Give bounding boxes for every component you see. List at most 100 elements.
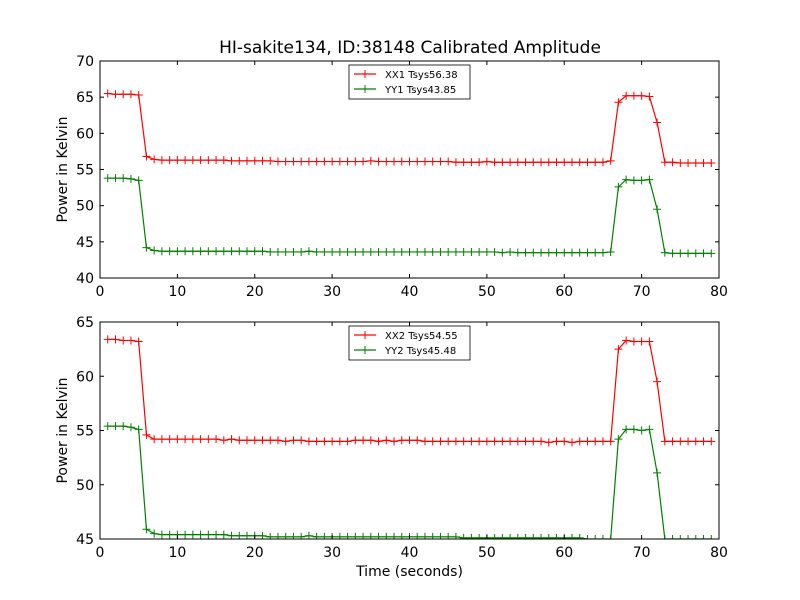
x-axis-label: Time (seconds) bbox=[355, 564, 463, 580]
data-point bbox=[575, 533, 584, 539]
data-point bbox=[343, 437, 352, 446]
data-point bbox=[196, 435, 205, 444]
data-point bbox=[591, 248, 600, 257]
data-point bbox=[103, 89, 112, 98]
data-point bbox=[188, 530, 197, 539]
data-point bbox=[382, 247, 391, 256]
data-point bbox=[343, 532, 352, 539]
data-point bbox=[567, 248, 576, 257]
data-point bbox=[684, 249, 693, 258]
data-point bbox=[165, 530, 174, 539]
data-point bbox=[707, 437, 716, 446]
data-point bbox=[691, 437, 700, 446]
data-point bbox=[374, 247, 383, 256]
data-point bbox=[281, 157, 290, 166]
data-point bbox=[436, 157, 445, 166]
data-point bbox=[312, 532, 321, 539]
data-point bbox=[513, 437, 522, 446]
data-point bbox=[103, 174, 112, 183]
data-point bbox=[281, 247, 290, 256]
data-point bbox=[219, 156, 228, 165]
legend-box bbox=[348, 64, 471, 100]
data-point bbox=[544, 533, 553, 539]
y-tick-label: 60 bbox=[76, 369, 94, 385]
data-point bbox=[567, 438, 576, 447]
data-point bbox=[684, 535, 693, 539]
data-point bbox=[691, 535, 700, 539]
data-point bbox=[343, 157, 352, 166]
data-point bbox=[188, 156, 197, 165]
data-point bbox=[235, 436, 244, 445]
data-point bbox=[467, 533, 476, 539]
data-point bbox=[219, 247, 228, 256]
data-point bbox=[219, 530, 228, 539]
data-point bbox=[366, 436, 375, 445]
data-point bbox=[707, 249, 716, 258]
data-point bbox=[645, 175, 654, 184]
data-point bbox=[684, 437, 693, 446]
y-tick-label: 45 bbox=[76, 235, 94, 251]
data-point bbox=[243, 531, 252, 539]
data-point bbox=[335, 247, 344, 256]
data-point bbox=[668, 158, 677, 167]
data-point bbox=[258, 156, 267, 165]
data-point bbox=[397, 157, 406, 166]
data-point bbox=[157, 156, 166, 165]
data-point bbox=[405, 436, 414, 445]
legend-marker bbox=[361, 331, 369, 339]
data-point bbox=[420, 247, 429, 256]
data-point bbox=[227, 156, 236, 165]
plot-2: 0 10 20 30 40 50 60 70 80 45 50 55 60 65 Power in Kelv… bbox=[55, 315, 728, 580]
data-point bbox=[273, 436, 282, 445]
data-point bbox=[188, 247, 197, 256]
data-point bbox=[304, 437, 313, 446]
data-point bbox=[645, 92, 654, 101]
data-point bbox=[196, 156, 205, 165]
y-tick-label: 55 bbox=[76, 163, 94, 179]
data-point bbox=[126, 90, 135, 99]
data-point bbox=[243, 436, 252, 445]
data-point bbox=[366, 247, 375, 256]
data-point bbox=[111, 90, 120, 99]
data-point bbox=[359, 532, 368, 539]
y-tick-label: 40 bbox=[76, 271, 94, 287]
legend-marker bbox=[361, 346, 369, 354]
data-point bbox=[119, 336, 128, 345]
data-point bbox=[359, 436, 368, 445]
data-point bbox=[490, 533, 499, 539]
data-point bbox=[637, 176, 646, 185]
data-point bbox=[142, 152, 151, 161]
data-point bbox=[297, 532, 306, 539]
data-point bbox=[575, 437, 584, 446]
data-point bbox=[119, 90, 128, 99]
data-point bbox=[227, 247, 236, 256]
data-point bbox=[420, 437, 429, 446]
data-point bbox=[513, 248, 522, 257]
data-point bbox=[227, 531, 236, 539]
data-point bbox=[382, 436, 391, 445]
data-point bbox=[645, 337, 654, 346]
data-point bbox=[119, 422, 128, 431]
data-point bbox=[413, 532, 422, 539]
data-point bbox=[614, 345, 623, 354]
data-point bbox=[266, 532, 275, 539]
legend: XX2 Tsys54.55 YY2 Tsys45.48 bbox=[348, 325, 471, 361]
data-point bbox=[583, 158, 592, 167]
data-point bbox=[622, 91, 631, 100]
data-point bbox=[529, 158, 538, 167]
x-tick-label: 60 bbox=[555, 284, 573, 300]
data-point bbox=[181, 435, 190, 444]
data-point bbox=[475, 533, 484, 539]
data-point bbox=[676, 249, 685, 258]
data-point bbox=[397, 436, 406, 445]
data-point bbox=[521, 437, 530, 446]
data-point bbox=[475, 437, 484, 446]
data-point bbox=[420, 157, 429, 166]
data-point bbox=[281, 437, 290, 446]
data-point bbox=[235, 531, 244, 539]
data-point bbox=[575, 248, 584, 257]
data-point bbox=[629, 176, 638, 185]
data-point bbox=[552, 437, 561, 446]
data-point bbox=[304, 531, 313, 539]
data-point bbox=[181, 156, 190, 165]
